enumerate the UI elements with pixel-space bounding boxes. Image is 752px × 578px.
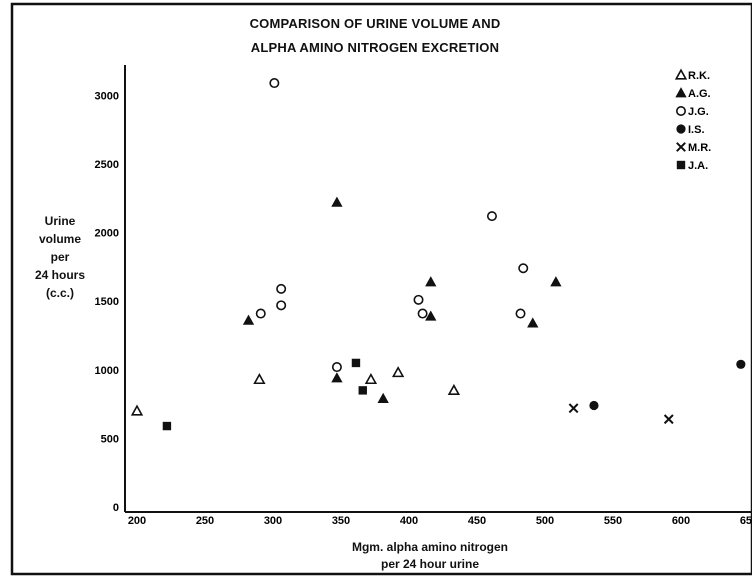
data-point-ja	[351, 358, 361, 368]
data-point-ag	[331, 372, 343, 383]
data-point-ja	[358, 386, 367, 395]
x-tick-label: 450	[468, 515, 486, 527]
chart-title-line-1: COMPARISON OF URINE VOLUME AND	[249, 16, 501, 31]
data-point-jg	[413, 294, 424, 305]
legend-label: I.S.	[688, 124, 705, 136]
y-tick-label: 1500	[95, 296, 119, 308]
x-tick-label: 550	[604, 515, 622, 527]
x-tick-label: 250	[196, 515, 214, 527]
data-point-jg	[269, 78, 280, 89]
legend-marker	[675, 87, 687, 98]
x-tick-label: 500	[536, 515, 554, 527]
data-point-ag	[550, 276, 562, 287]
x-axis-label-line-1: Mgm. alpha amino nitrogen	[351, 540, 508, 554]
y-tick-label: 500	[101, 433, 119, 445]
data-point-jg	[331, 362, 342, 373]
data-point-ag	[377, 392, 389, 403]
y-axis-label-line-3: per	[50, 250, 70, 264]
data-point-jg	[486, 211, 497, 222]
y-axis-label-line-1: Urine	[44, 214, 76, 228]
data-point-is	[736, 359, 746, 369]
data-point-ja	[162, 421, 172, 431]
data-point-rk	[364, 372, 378, 385]
data-point-rk	[253, 372, 266, 385]
data-point-jg	[276, 300, 287, 311]
legend-label: J.G.	[688, 106, 709, 118]
legend-label: J.A.	[688, 160, 708, 172]
data-point-mr	[568, 403, 579, 414]
data-point-jg	[417, 308, 428, 319]
data-point-jg	[255, 308, 266, 319]
data-point-ag	[527, 317, 539, 328]
cross-stroke	[568, 403, 579, 414]
data-point-rk	[447, 383, 461, 396]
y-tick-label: 1000	[95, 365, 119, 377]
data-point-ag	[331, 196, 343, 207]
data-point-mr	[663, 414, 674, 425]
legend-marker	[675, 106, 686, 117]
y-axis-label-line-5: (c.c.)	[45, 286, 74, 300]
x-axis-label-line-2: per 24 hour urine	[380, 557, 480, 571]
cross-stroke	[663, 414, 674, 425]
data-point-jg	[515, 308, 526, 319]
legend-label: M.R.	[688, 142, 711, 154]
y-tick-label: 2500	[95, 159, 119, 171]
y-tick-label: 0	[113, 502, 119, 514]
data-point-rk	[130, 404, 144, 416]
x-tick-label: 400	[400, 515, 418, 527]
y-tick-label: 3000	[95, 90, 119, 102]
data-point-ag	[425, 276, 437, 287]
cross-stroke	[676, 142, 686, 152]
x-tick-label: 350	[332, 515, 350, 527]
x-tick-label: 650	[740, 515, 752, 527]
data-point-ag	[425, 310, 437, 321]
y-tick-label: 2000	[95, 228, 119, 240]
data-point-jg	[518, 263, 529, 274]
x-tick-label: 300	[264, 515, 282, 527]
figure-border	[10, 2, 752, 576]
data-point-rk	[391, 366, 405, 378]
legend-marker	[676, 142, 686, 152]
data-point-jg	[276, 283, 287, 294]
data-point-is	[589, 400, 599, 411]
y-axis-label-line-2: volume	[38, 232, 81, 246]
x-tick-label: 600	[672, 515, 690, 527]
legend-marker	[676, 124, 686, 134]
legend-label: R.K.	[688, 70, 710, 82]
legend-label: A.G.	[688, 88, 711, 100]
x-tick-label: 200	[128, 515, 146, 527]
data-point-ag	[242, 314, 255, 325]
y-axis-label-line-4: 24 hours	[34, 268, 85, 282]
legend-marker	[674, 68, 688, 80]
chart-title-line-2: ALPHA AMINO NITROGEN EXCRETION	[250, 40, 500, 55]
legend-marker	[676, 160, 686, 170]
